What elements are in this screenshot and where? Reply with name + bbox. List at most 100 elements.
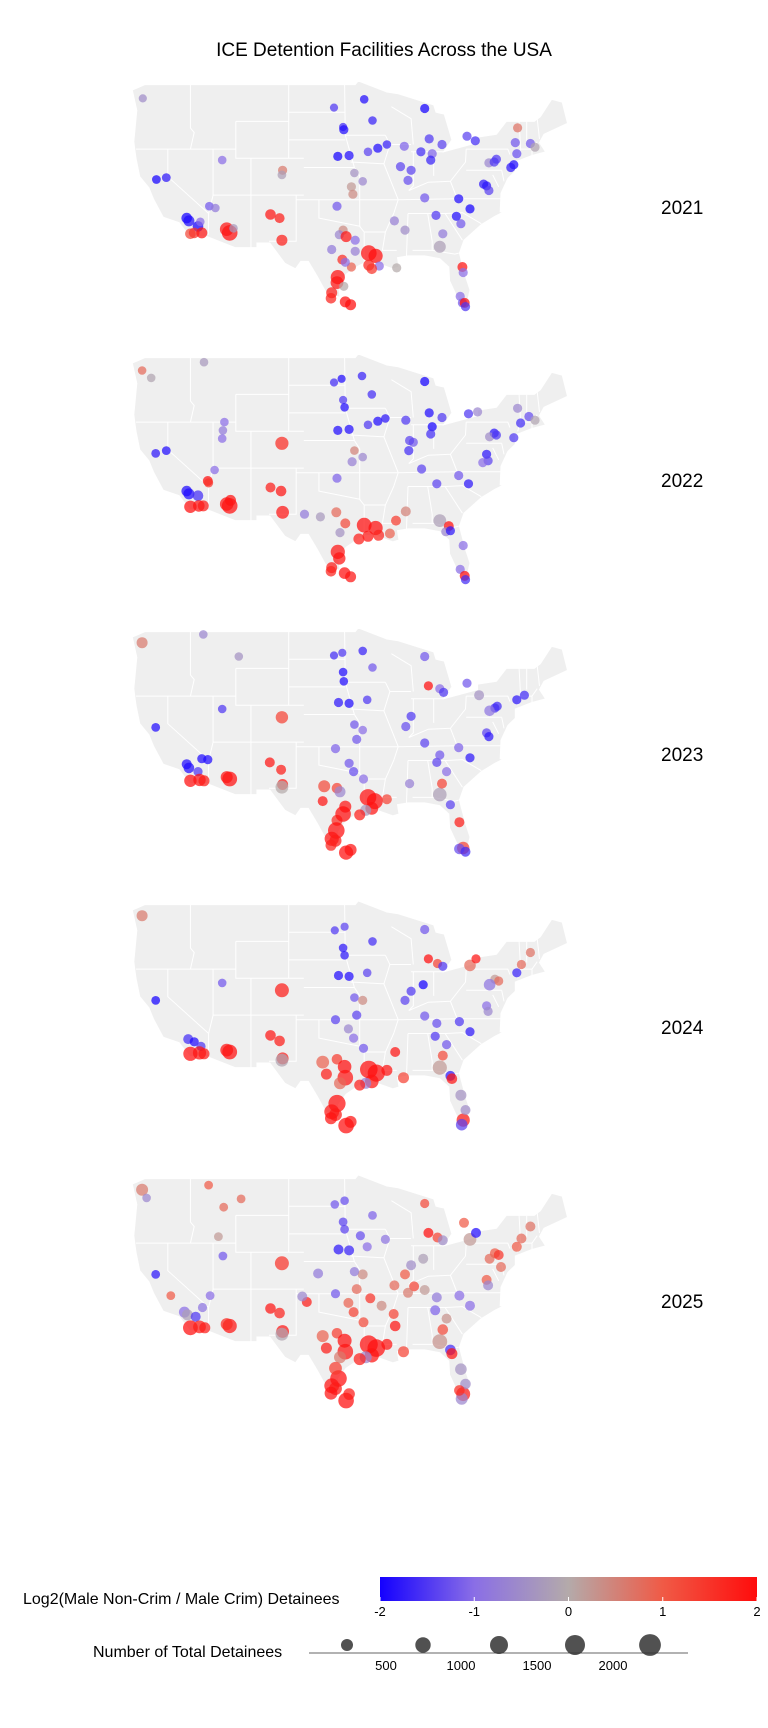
facility-point xyxy=(183,215,195,227)
facility-point xyxy=(433,787,447,802)
facility-point xyxy=(455,1089,467,1101)
facility-point xyxy=(184,774,197,787)
facility-point xyxy=(183,488,195,500)
color-tick-label: 0 xyxy=(564,1604,573,1619)
state-border xyxy=(536,938,540,959)
facility-point xyxy=(211,203,220,213)
facility-point xyxy=(334,1077,346,1090)
facility-point xyxy=(317,796,328,807)
facility-point xyxy=(464,959,476,972)
facility-point xyxy=(427,422,437,432)
facility-point xyxy=(136,637,148,649)
facility-point xyxy=(333,425,343,435)
facility-point xyxy=(423,681,433,691)
facility-point xyxy=(432,479,442,489)
facility-point xyxy=(318,780,331,793)
facility-point xyxy=(325,1112,337,1125)
facility-point xyxy=(432,1018,442,1028)
color-legend xyxy=(379,1577,758,1601)
facility-point xyxy=(439,687,449,698)
facility-point xyxy=(406,1260,417,1271)
facility-point xyxy=(419,1285,430,1295)
facility-point xyxy=(161,446,171,455)
facility-point xyxy=(350,446,359,455)
facility-point xyxy=(496,1262,506,1272)
state-border xyxy=(167,149,210,235)
facility-point xyxy=(350,720,359,729)
facility-point xyxy=(400,1269,410,1280)
state-border xyxy=(391,106,414,145)
facility-point xyxy=(470,136,480,146)
facility-point xyxy=(190,1311,201,1322)
facility-point xyxy=(435,750,445,760)
facility-point xyxy=(512,695,522,705)
facility-point xyxy=(325,293,337,304)
facility-point xyxy=(433,240,446,253)
state-border xyxy=(466,968,511,975)
size-tick-label: 1500 xyxy=(522,1658,552,1673)
facility-point xyxy=(430,1031,440,1041)
facility-point xyxy=(454,1017,464,1027)
facility-point xyxy=(424,408,434,418)
facility-point xyxy=(275,1053,289,1067)
facility-point xyxy=(513,403,523,413)
facility-point xyxy=(334,1351,346,1364)
state-border xyxy=(501,990,505,1002)
facility-point xyxy=(338,943,348,953)
facility-point xyxy=(368,937,377,946)
state-border xyxy=(536,665,540,686)
facility-point xyxy=(398,1072,409,1084)
facility-point xyxy=(358,177,368,186)
facility-point xyxy=(333,970,344,981)
facility-point xyxy=(398,1346,409,1358)
facility-point xyxy=(358,452,368,462)
facility-point xyxy=(330,1200,340,1209)
facility-point xyxy=(152,175,161,184)
facility-point xyxy=(350,235,360,245)
facet-year-label: 2023 xyxy=(661,745,703,766)
facility-point xyxy=(324,1386,338,1400)
state-border xyxy=(318,746,361,774)
facility-point xyxy=(276,505,289,519)
facility-point xyxy=(358,1317,369,1328)
facility-point xyxy=(274,213,285,224)
facility-point xyxy=(437,778,447,789)
facility-point xyxy=(516,1233,527,1244)
facility-point xyxy=(525,1221,536,1232)
facility-point xyxy=(343,1024,353,1034)
state-border xyxy=(350,161,384,165)
facility-point xyxy=(420,738,430,748)
facility-point xyxy=(406,986,416,996)
facility-point xyxy=(483,978,496,991)
facility-point xyxy=(362,1242,372,1252)
facility-point xyxy=(438,229,448,239)
facility-point xyxy=(330,1015,341,1025)
facility-point xyxy=(391,515,401,526)
facility-point xyxy=(418,1253,429,1264)
facility-point xyxy=(460,302,471,312)
usa-map xyxy=(131,900,569,1126)
state-border xyxy=(444,213,463,241)
facility-point xyxy=(339,395,348,405)
facility-point xyxy=(445,526,455,536)
facility-point xyxy=(445,800,455,810)
color-tick-label: 1 xyxy=(659,1604,667,1619)
state-border xyxy=(466,421,511,428)
facet-year-label: 2022 xyxy=(661,471,703,492)
color-tick-label: 2 xyxy=(753,1604,761,1619)
state-border xyxy=(444,1033,463,1061)
facility-point xyxy=(437,1324,449,1335)
facility-point xyxy=(409,1281,420,1292)
facet-2021: 2021 xyxy=(131,80,703,312)
facility-point xyxy=(327,244,337,255)
facility-point xyxy=(220,1043,234,1057)
facility-point xyxy=(454,1290,465,1301)
facility-point xyxy=(358,1043,369,1053)
facility-point xyxy=(366,263,378,275)
facility-point xyxy=(137,366,147,375)
state-border xyxy=(189,1178,195,1244)
state-border xyxy=(318,199,361,227)
facility-point xyxy=(483,1280,494,1291)
facility-point xyxy=(348,189,358,199)
facility-point xyxy=(218,426,228,435)
